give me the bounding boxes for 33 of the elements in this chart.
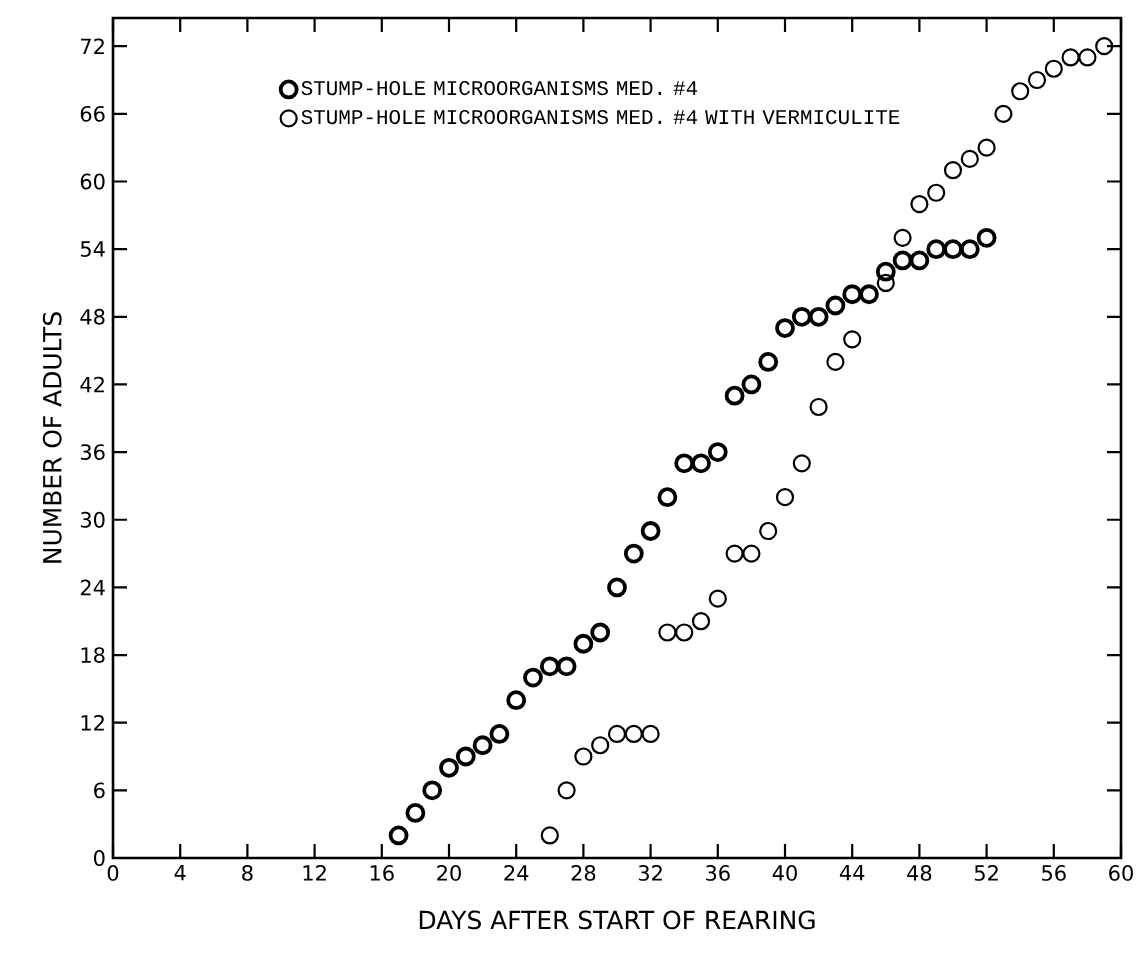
y-tick-label: 66: [80, 105, 105, 122]
x-axis-title: DAYS AFTER START OF REARING: [419, 910, 815, 930]
y-axis-title: NUMBER OF ADULTS: [42, 312, 62, 563]
x-tick-label: 36: [706, 865, 730, 881]
legend-label: STUMP-HOLE MICROORGANISMS MED. #4: [301, 80, 698, 96]
x-tick-label: 8: [242, 865, 253, 881]
x-tick-label: 24: [504, 865, 529, 881]
x-tick-label: 16: [370, 865, 394, 881]
x-tick-label: 48: [907, 865, 932, 881]
x-tick-label: 20: [437, 865, 461, 881]
x-tick-label: 12: [303, 865, 326, 881]
x-tick-label: 44: [839, 865, 865, 881]
y-tick-label: 72: [81, 38, 104, 54]
y-tick-label: 24: [80, 579, 105, 596]
legend-label: STUMP-HOLE MICROORGANISMS MED. #4 WITH VERMICULITE: [301, 109, 900, 125]
y-tick-label: 6: [94, 782, 105, 799]
y-tick-label: 54: [80, 241, 105, 257]
y-tick-label: 48: [80, 308, 105, 325]
y-tick-label: 60: [80, 173, 105, 190]
x-tick-label: 28: [571, 865, 596, 881]
x-tick-label: 4: [174, 865, 186, 881]
x-tick-label: 56: [1042, 865, 1066, 881]
y-tick-label: 30: [80, 511, 105, 528]
x-tick-label: 32: [638, 865, 662, 881]
x-tick-label: 40: [772, 865, 797, 881]
y-tick-label: 42: [80, 376, 104, 393]
x-tick-label: 52: [974, 865, 998, 881]
y-tick-label: 0: [94, 850, 105, 866]
x-tick-label: 60: [1109, 865, 1133, 881]
x-tick-label: 0: [107, 865, 119, 881]
y-tick-label: 12: [81, 714, 104, 731]
y-tick-label: 18: [81, 647, 105, 663]
y-tick-label: 36: [80, 444, 105, 460]
